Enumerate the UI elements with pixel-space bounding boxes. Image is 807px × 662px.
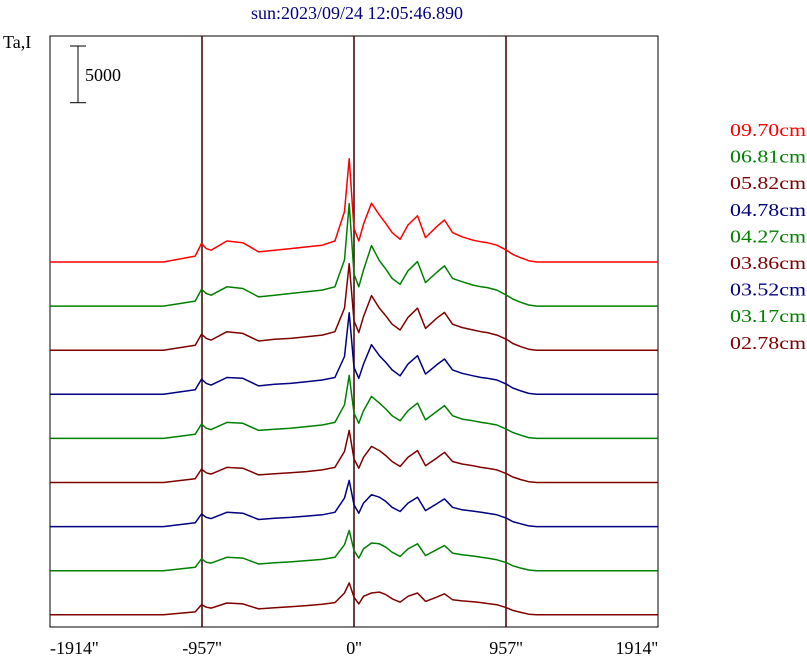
x-tick-label: -957'' <box>182 638 221 658</box>
y-axis-label: Ta,I <box>3 32 31 52</box>
legend-entry: 03.86cm <box>730 253 806 273</box>
scale-bar-label: 5000 <box>85 65 121 85</box>
legend: 09.70cm 06.81cm 05.82cm 04.78cm 04.27cm 03.86… <box>730 120 806 353</box>
scale-bar <box>70 45 86 104</box>
series-line <box>50 479 658 528</box>
legend-entry: 02.78cm <box>730 333 806 353</box>
x-tick-label: 957'' <box>489 638 523 658</box>
series-line <box>50 262 658 351</box>
series-line <box>50 374 658 440</box>
x-tick-label: 0'' <box>346 638 362 658</box>
legend-entry: 05.82cm <box>730 173 806 193</box>
series-line <box>50 312 658 396</box>
series-line <box>50 202 658 307</box>
x-axis-ticks: -1914'' -957'' 0'' 957'' 1914'' <box>50 638 658 658</box>
series-line <box>50 429 658 484</box>
legend-entry: 04.78cm <box>730 200 806 220</box>
x-tick-label: -1914'' <box>50 638 98 658</box>
legend-entry: 03.17cm <box>730 306 806 326</box>
legend-entry: 03.52cm <box>730 280 806 300</box>
chart-title: sun:2023/09/24 12:05:46.890 <box>251 3 463 23</box>
series-line <box>50 582 658 616</box>
series-line <box>50 157 658 263</box>
series-line <box>50 529 658 572</box>
legend-entry: 06.81cm <box>730 147 806 167</box>
legend-entry: 09.70cm <box>730 120 806 140</box>
reference-lines <box>201 36 507 627</box>
legend-entry: 04.27cm <box>730 226 806 246</box>
series-layer <box>50 157 658 616</box>
x-tick-label: 1914'' <box>616 638 659 658</box>
